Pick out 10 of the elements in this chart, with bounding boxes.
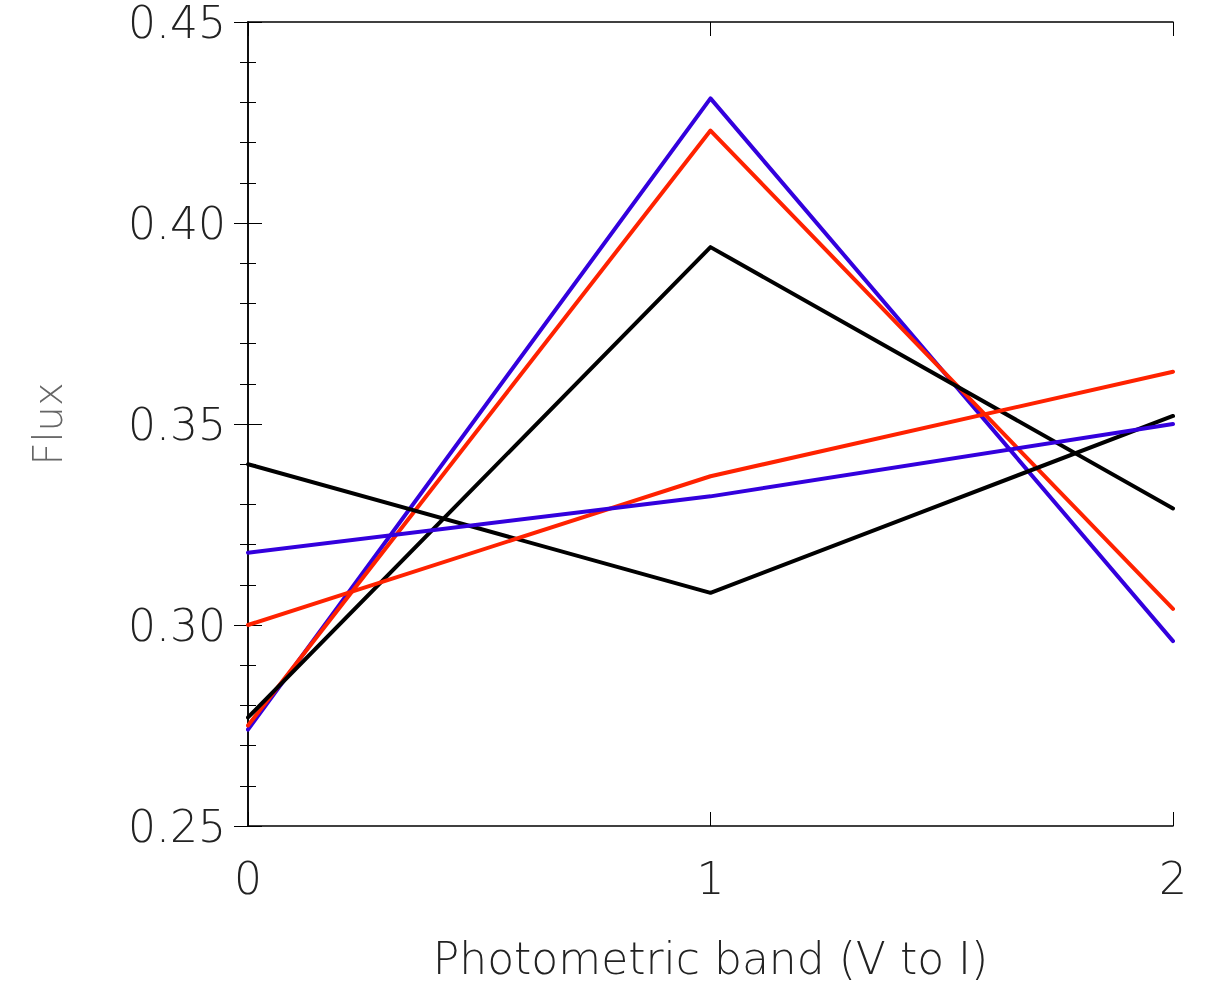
y-tick-label: 0.45	[128, 0, 226, 48]
y-tick-label: 0.40	[128, 197, 226, 249]
x-tick-label: 1	[696, 852, 725, 904]
x-axis-title: Photometric band (V to I)	[432, 932, 989, 984]
y-tick-label: 0.30	[128, 599, 226, 651]
y-tick-label: 0.35	[128, 398, 226, 450]
y-axis-title: Flux	[25, 382, 71, 466]
x-tick-label: 2	[1159, 852, 1187, 904]
x-tick-label: 0	[234, 852, 262, 904]
y-tick-label: 0.25	[128, 800, 226, 852]
